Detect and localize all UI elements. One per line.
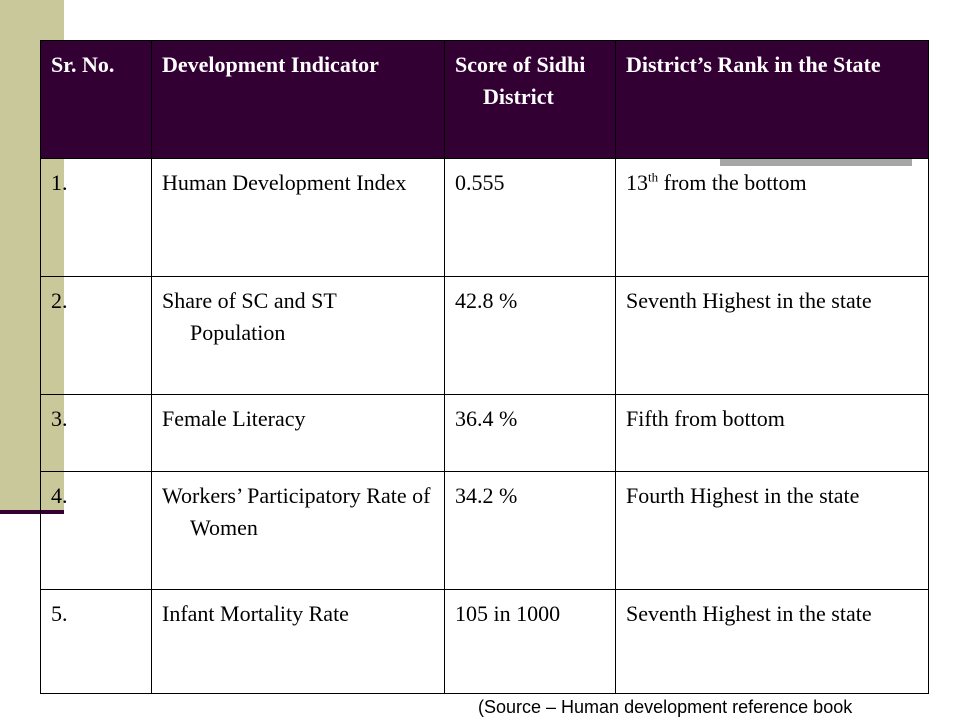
cell-score: 105 in 1000	[444, 589, 616, 694]
cell-indicator: Female Literacy	[151, 394, 445, 472]
cell-rank: Seventh Highest in the state	[615, 276, 929, 395]
cell-rank: 13th from the bottom	[615, 158, 929, 277]
table-row: 3. Female Literacy 36.4 % Fifth from bot…	[40, 394, 929, 472]
source-note: (Source – Human development reference bo…	[478, 697, 853, 717]
cell-sr-no: 5.	[40, 589, 152, 694]
table-row: 2. Share of SC and ST Population 42.8 % …	[40, 276, 929, 395]
cell-sr-no: 4.	[40, 471, 152, 590]
cell-rank: Fifth from bottom	[615, 394, 929, 472]
header-rank: District’s Rank in the State	[615, 40, 929, 159]
cell-score: 42.8 %	[444, 276, 616, 395]
cell-indicator: Share of SC and ST Population	[151, 276, 445, 395]
cell-indicator: Workers’ Participatory Rate of Women	[151, 471, 445, 590]
cell-indicator: Human Development Index	[151, 158, 445, 277]
cell-score: 34.2 %	[444, 471, 616, 590]
table-row: 1. Human Development Index 0.555 13th fr…	[40, 158, 929, 277]
header-development-indicator: Development Indicator	[151, 40, 445, 159]
cell-sr-no: 2.	[40, 276, 152, 395]
cell-rank: Seventh Highest in the state	[615, 589, 929, 694]
table-header-row: Sr. No. Development Indicator Score of S…	[40, 40, 929, 159]
cell-score: 0.555	[444, 158, 616, 277]
development-indicators-table: Sr. No. Development Indicator Score of S…	[40, 40, 929, 694]
cell-indicator: Infant Mortality Rate	[151, 589, 445, 694]
cell-score: 36.4 %	[444, 394, 616, 472]
cell-rank: Fourth Highest in the state	[615, 471, 929, 590]
header-sr-no: Sr. No.	[40, 40, 152, 159]
cell-sr-no: 1.	[40, 158, 152, 277]
table-row: 5. Infant Mortality Rate 105 in 1000 Sev…	[40, 589, 929, 694]
left-accent-line	[0, 510, 64, 514]
header-score: Score of Sidhi District	[444, 40, 616, 159]
table-row: 4. Workers’ Participatory Rate of Women …	[40, 471, 929, 590]
cell-sr-no: 3.	[40, 394, 152, 472]
